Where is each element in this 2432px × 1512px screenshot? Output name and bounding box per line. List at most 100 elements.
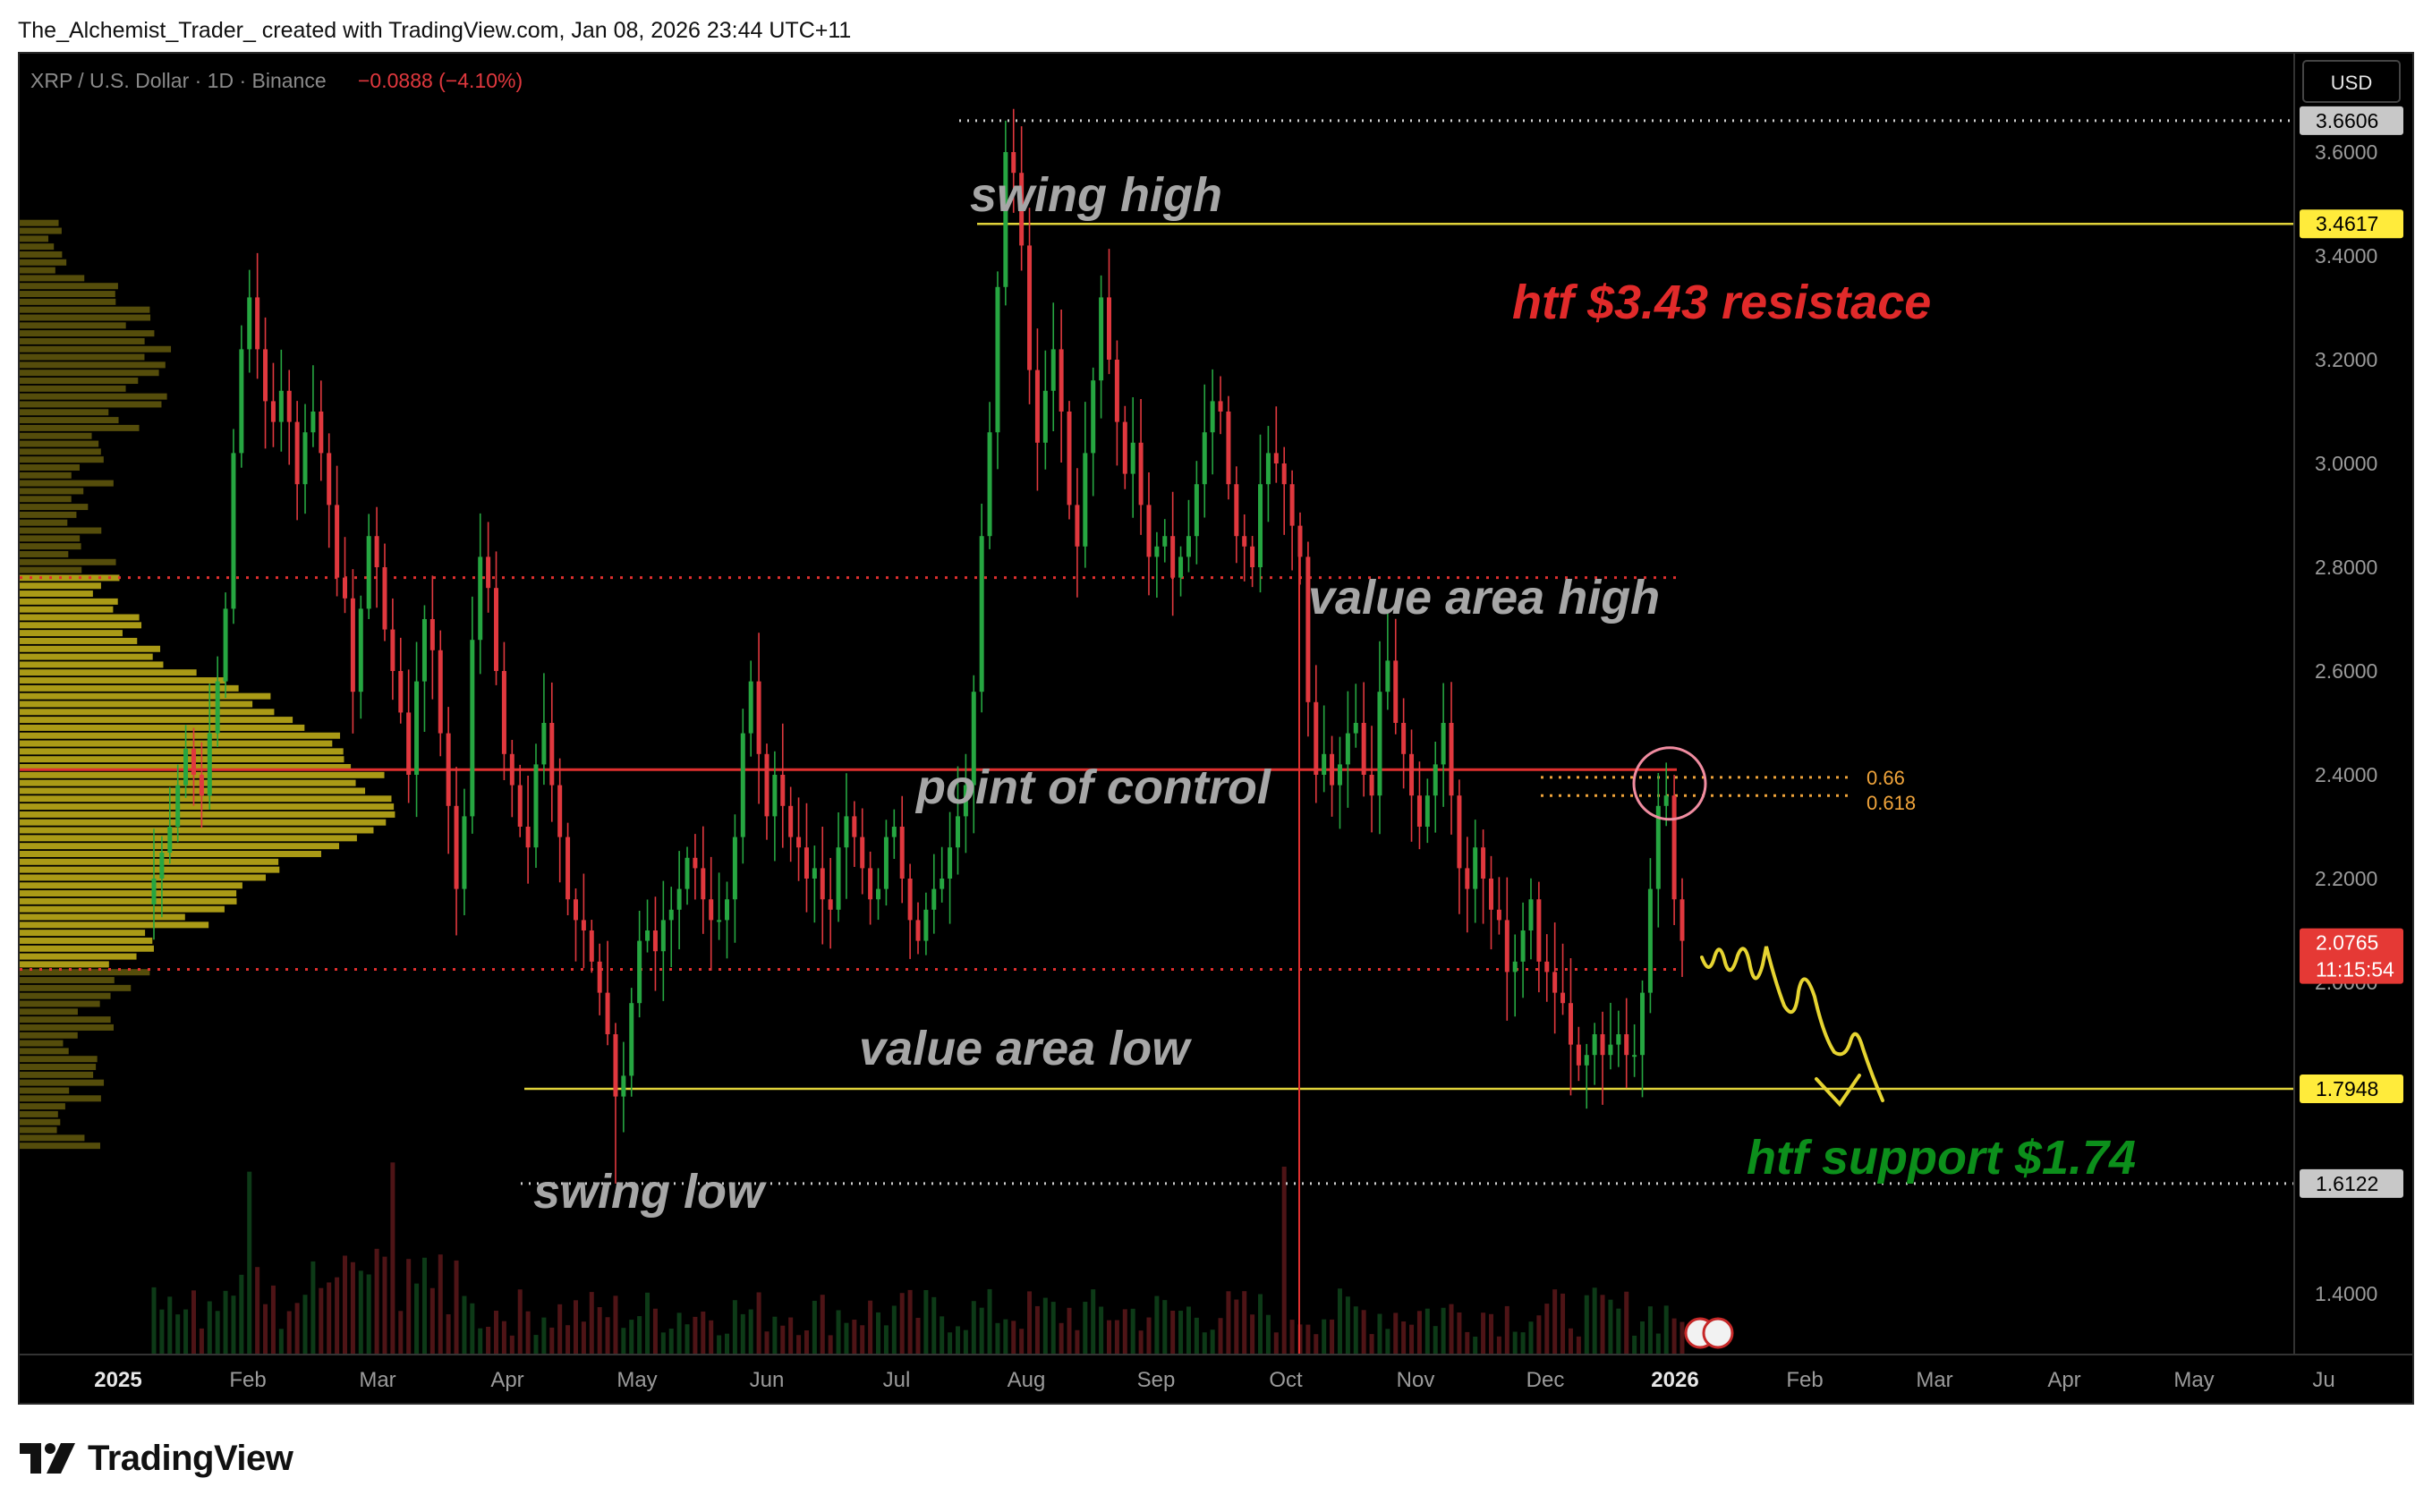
profile-row bbox=[20, 1142, 100, 1150]
candle-body bbox=[1481, 847, 1486, 879]
profile-row bbox=[20, 378, 139, 385]
volume-bar bbox=[1345, 1296, 1350, 1355]
candle-body bbox=[1218, 401, 1223, 412]
candle-body bbox=[931, 888, 937, 910]
volume-bar bbox=[1059, 1322, 1064, 1355]
volume-profile bbox=[20, 219, 395, 1150]
volume-bar bbox=[836, 1310, 841, 1355]
price-tag-label: 2.0765 bbox=[2316, 931, 2378, 955]
volume-bar bbox=[685, 1324, 690, 1355]
label-value-area-low: value area low bbox=[859, 1022, 1192, 1075]
volume-bar bbox=[494, 1310, 499, 1355]
candle-body bbox=[1258, 484, 1263, 567]
price-tag-label: 1.7948 bbox=[2316, 1077, 2378, 1100]
profile-row bbox=[20, 803, 395, 811]
candle-body bbox=[948, 847, 953, 879]
price-chart[interactable]: 0.66 0.618 swing high htf $3.43 resistace v… bbox=[20, 54, 2412, 1403]
volume-bar bbox=[676, 1312, 682, 1355]
volume-bar bbox=[565, 1325, 571, 1355]
candle-body bbox=[796, 837, 802, 848]
volume-bar bbox=[239, 1274, 244, 1355]
volume-bar bbox=[1433, 1326, 1438, 1355]
candle-body bbox=[565, 837, 571, 900]
time-tick-label: 2025 bbox=[94, 1368, 141, 1392]
candle-body bbox=[1465, 868, 1470, 889]
volume-bar bbox=[462, 1295, 467, 1355]
candle-body bbox=[183, 749, 189, 786]
candle-body bbox=[1424, 795, 1430, 827]
candle-body bbox=[852, 816, 857, 837]
profile-row bbox=[20, 913, 185, 921]
volume-bar bbox=[1242, 1291, 1247, 1355]
profile-row bbox=[20, 890, 237, 897]
candle-body bbox=[1544, 961, 1550, 973]
volume-bar bbox=[1624, 1291, 1629, 1355]
fib-label-066: 0.66 bbox=[1867, 767, 1905, 789]
candle-body bbox=[1536, 899, 1542, 962]
profile-row bbox=[20, 243, 55, 251]
volume-bar bbox=[247, 1171, 252, 1355]
profile-row bbox=[20, 811, 395, 818]
time-tick-label: Sep bbox=[1137, 1368, 1176, 1392]
candle-body bbox=[199, 775, 204, 796]
volume-bar bbox=[231, 1295, 236, 1355]
volume-bar bbox=[629, 1320, 634, 1355]
tradingview-logo[interactable]: TradingView bbox=[20, 1433, 293, 1483]
profile-row bbox=[20, 1103, 65, 1110]
time-tick-label: May bbox=[617, 1368, 657, 1392]
candle-body bbox=[454, 805, 459, 889]
volume-bar bbox=[748, 1309, 753, 1355]
profile-row bbox=[20, 1000, 100, 1007]
currency-label: USD bbox=[2331, 72, 2372, 94]
profile-row bbox=[20, 543, 81, 550]
volume-bar bbox=[1632, 1335, 1637, 1355]
time-tick-label: Nov bbox=[1397, 1368, 1435, 1392]
profile-row bbox=[20, 283, 118, 290]
volume-bar bbox=[621, 1328, 626, 1355]
candle-body bbox=[860, 837, 865, 869]
candle-body bbox=[1504, 920, 1509, 973]
candle-body bbox=[1512, 961, 1518, 973]
tradingview-brand: TradingView bbox=[88, 1438, 293, 1478]
volume-bar bbox=[1234, 1299, 1239, 1355]
profile-row bbox=[20, 874, 266, 881]
candle-body bbox=[581, 920, 586, 930]
profile-row bbox=[20, 504, 89, 511]
candle-body bbox=[979, 536, 984, 692]
profile-row bbox=[20, 1118, 61, 1126]
profile-row bbox=[20, 322, 126, 329]
volume-bar bbox=[454, 1260, 459, 1355]
time-tick-label: Jun bbox=[750, 1368, 785, 1392]
volume-bar bbox=[820, 1295, 825, 1355]
candle-body bbox=[1416, 795, 1422, 827]
profile-row bbox=[20, 448, 101, 455]
candle-body bbox=[1560, 992, 1566, 1004]
candle-body bbox=[613, 1034, 618, 1097]
candle-body bbox=[1154, 546, 1160, 557]
volume-bar bbox=[533, 1335, 539, 1355]
candle-body bbox=[215, 681, 220, 734]
profile-row bbox=[20, 463, 80, 471]
volume-bar bbox=[1218, 1318, 1223, 1355]
volume-bar bbox=[645, 1292, 651, 1355]
candle-body bbox=[414, 681, 420, 775]
currency-box[interactable] bbox=[2302, 60, 2401, 103]
candle-body bbox=[1353, 723, 1358, 734]
candle-body bbox=[263, 349, 268, 402]
candle-body bbox=[1003, 152, 1008, 287]
volume-bar bbox=[756, 1292, 761, 1355]
label-value-area-high: value area high bbox=[1308, 571, 1660, 624]
candle-body bbox=[1608, 1044, 1613, 1056]
candle-body bbox=[693, 857, 698, 869]
volume-bar bbox=[1210, 1329, 1215, 1355]
profile-row bbox=[20, 235, 49, 242]
volume-bar bbox=[1138, 1330, 1144, 1355]
volume-bar bbox=[1520, 1332, 1526, 1355]
candle-body bbox=[748, 681, 753, 734]
volume-bar bbox=[199, 1328, 204, 1355]
candle-body bbox=[549, 723, 555, 786]
chart-panel[interactable]: 0.66 0.618 swing high htf $3.43 resistace v… bbox=[18, 52, 2414, 1405]
profile-row bbox=[20, 677, 225, 684]
profile-row bbox=[20, 701, 253, 708]
price-tag-box bbox=[2300, 1168, 2403, 1198]
